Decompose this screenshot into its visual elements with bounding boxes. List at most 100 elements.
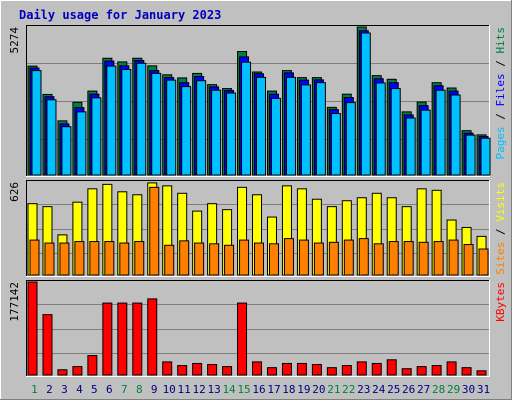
bar-pages-day-7: [121, 68, 132, 176]
legend-entry-files: Files: [494, 73, 507, 106]
bar-sites-day-5: [89, 241, 100, 276]
bar-kbytes-day-18: [281, 362, 292, 376]
bar-pages-day-26: [405, 117, 416, 176]
day-label-26: 26: [402, 383, 415, 396]
bar-pages-day-24: [375, 82, 386, 176]
bar-kbytes-day-19: [296, 362, 307, 376]
bar-kbytes-day-25: [386, 359, 397, 376]
day-label-30: 30: [462, 383, 475, 396]
bar-kbytes-day-1: [27, 281, 38, 376]
bar-sites-day-21: [328, 241, 339, 276]
bar-sites-day-11: [179, 240, 190, 276]
legend-entry-pages: Pages: [494, 126, 507, 159]
bar-sites-day-16: [254, 242, 265, 276]
day-label-15: 15: [237, 383, 250, 396]
bar-sites-day-18: [283, 238, 294, 276]
bar-sites-day-24: [373, 243, 384, 276]
bar-pages-day-16: [256, 76, 267, 176]
bar-kbytes-day-26: [401, 368, 412, 376]
day-label-9: 9: [151, 383, 158, 396]
bar-sites-day-7: [119, 242, 130, 276]
bar-sites-day-3: [59, 242, 70, 276]
bar-sites-day-25: [388, 241, 399, 276]
bar-pages-day-10: [166, 79, 177, 176]
legend-entry-hits: Hits: [494, 27, 507, 54]
bar-sites-day-12: [194, 242, 205, 276]
bar-pages-day-2: [46, 99, 57, 176]
day-label-3: 3: [61, 383, 68, 396]
bar-kbytes-day-23: [356, 361, 367, 376]
day-label-5: 5: [91, 383, 98, 396]
day-label-21: 21: [327, 383, 340, 396]
day-label-29: 29: [447, 383, 460, 396]
day-label-13: 13: [207, 383, 220, 396]
bar-pages-day-6: [106, 65, 117, 176]
legend-entry-sites: Sites: [494, 242, 507, 275]
bar-pages-day-28: [435, 89, 446, 176]
bar-pages-day-23: [360, 32, 371, 176]
day-labels: 1 2 3 4 5 6 7 8 9 10 11 12 13 14 15 16 17 18 19 20 21 22 23 24 2…: [31, 383, 490, 396]
bar-pages-day-4: [76, 111, 87, 176]
bar-sites-day-17: [268, 243, 279, 276]
bar-sites-day-22: [343, 239, 354, 276]
legend-visits: Sites / Visits: [494, 182, 507, 275]
bar-sites-day-2: [44, 242, 55, 276]
panel-kbytes: 177142 KBytes: [8, 280, 507, 377]
max-label-kbytes: 177142: [8, 282, 21, 322]
max-label-visits: 626: [8, 182, 21, 202]
bar-pages-day-11: [181, 86, 192, 176]
bar-sites-day-19: [298, 239, 309, 276]
day-label-6: 6: [106, 383, 113, 396]
bar-kbytes-day-9: [147, 298, 158, 376]
day-label-18: 18: [282, 383, 295, 396]
legend-entry-visits: Visits: [494, 182, 507, 222]
bar-pages-day-21: [330, 113, 341, 176]
bar-sites-day-26: [403, 241, 414, 276]
legend-entry-kbytes: KBytes: [494, 282, 507, 322]
panel-visits: 626 Sites / Visits: [8, 180, 507, 277]
bar-kbytes-day-10: [162, 361, 173, 376]
bar-sites-day-14: [224, 244, 235, 276]
bar-kbytes-day-3: [57, 369, 68, 376]
bar-kbytes-day-13: [207, 363, 218, 376]
day-label-22: 22: [342, 383, 355, 396]
day-label-4: 4: [76, 383, 83, 396]
bar-sites-day-23: [358, 238, 369, 276]
bar-kbytes-day-6: [102, 302, 113, 376]
day-label-8: 8: [136, 383, 143, 396]
bar-kbytes-day-16: [252, 361, 263, 376]
day-label-25: 25: [387, 383, 400, 396]
legend-separator: /: [494, 54, 507, 74]
legend-kbytes: KBytes: [494, 282, 507, 322]
bar-kbytes-day-12: [192, 362, 203, 376]
bar-pages-day-25: [390, 88, 401, 176]
bar-kbytes-day-14: [222, 366, 233, 376]
day-label-23: 23: [357, 383, 370, 396]
legend-separator: /: [494, 107, 507, 127]
bar-kbytes-day-2: [42, 314, 53, 376]
bar-kbytes-day-28: [431, 365, 442, 376]
panel-hits: 5274 Pages / Files / Hits: [8, 25, 507, 177]
bar-pages-day-22: [345, 102, 356, 176]
chart-title: Daily usage for January 2023: [19, 8, 221, 22]
bar-pages-day-20: [315, 82, 326, 176]
day-label-17: 17: [267, 383, 280, 396]
max-label-hits: 5274: [8, 27, 21, 54]
bar-kbytes-day-22: [341, 365, 352, 376]
bar-kbytes-day-24: [371, 362, 382, 376]
day-label-2: 2: [46, 383, 53, 396]
bar-sites-day-8: [134, 241, 145, 276]
bar-kbytes-day-20: [311, 363, 322, 376]
bar-sites-day-29: [448, 239, 459, 276]
bar-sites-day-27: [418, 241, 429, 276]
bar-kbytes-day-15: [237, 302, 248, 376]
bar-sites-day-6: [104, 241, 115, 276]
day-label-20: 20: [312, 383, 325, 396]
bar-sites-day-15: [239, 239, 250, 276]
panels-layer: 5274 Pages / Files / Hits 626 Sites / Visit…: [8, 25, 507, 377]
bar-pages-day-27: [420, 109, 431, 176]
bar-kbytes-day-27: [416, 366, 427, 376]
bar-sites-day-28: [433, 241, 444, 276]
bar-pages-day-17: [270, 97, 281, 176]
